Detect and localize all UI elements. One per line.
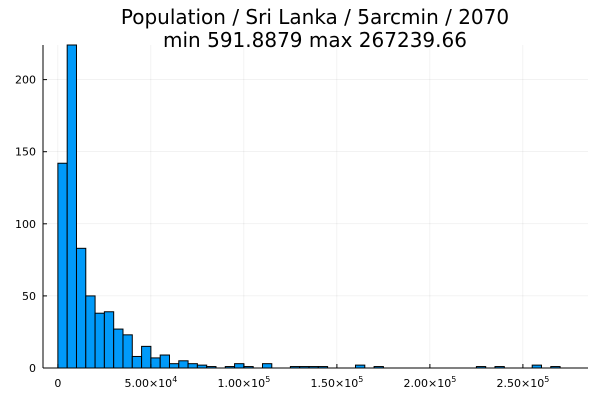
y-axis-ticks: 0 50 100 150 200 [15, 74, 47, 375]
histogram-bar-11 [159, 354, 170, 369]
x-axis-ticks: 0 5.00×104 1.00×105 1.50×105 2.00×105 2.50×10… [54, 364, 549, 390]
histogram-bar-18 [234, 363, 245, 369]
histogram-bar-9 [141, 345, 152, 369]
histogram-bar-13 [178, 360, 189, 369]
chart-title-line-1: Population / Sri Lanka / 5arcmin / 2070 [121, 5, 509, 29]
x-tick-label-5: 2.50×105 [496, 375, 549, 390]
x-tick-label-0: 0 [54, 377, 61, 390]
histogram-bar-3 [85, 295, 96, 369]
chart-title-line-2: min 591.8879 max 267239.66 [163, 28, 467, 52]
histogram-bar-2 [75, 247, 87, 369]
histogram-bar-14 [187, 363, 198, 369]
x-tick-label-1: 5.00×104 [124, 375, 177, 390]
axes [42, 45, 588, 369]
y-tick-label-4: 200 [15, 74, 36, 87]
histogram-bar-0 [57, 162, 68, 369]
histogram-bar-1 [66, 44, 77, 369]
grid-lines [43, 45, 588, 369]
histogram-bar-5 [103, 311, 115, 369]
histogram-bar-10 [150, 357, 161, 369]
y-tick-label-2: 100 [15, 218, 36, 231]
y-tick-label-0: 0 [29, 362, 36, 375]
x-tick-label-4: 2.00×105 [403, 375, 456, 390]
x-tick-label-3: 1.50×105 [310, 375, 363, 390]
x-tick-label-2: 1.00×105 [217, 375, 270, 390]
histogram-bar-4 [94, 312, 105, 369]
histogram-bar-8 [131, 355, 143, 369]
y-tick-label-1: 50 [22, 290, 36, 303]
histogram-bar-12 [168, 363, 180, 369]
histogram-bar-6 [113, 328, 124, 369]
bars [57, 44, 561, 369]
y-tick-label-3: 150 [15, 146, 36, 159]
histogram-bar-20 [261, 363, 273, 369]
histogram-bar-7 [122, 334, 133, 369]
